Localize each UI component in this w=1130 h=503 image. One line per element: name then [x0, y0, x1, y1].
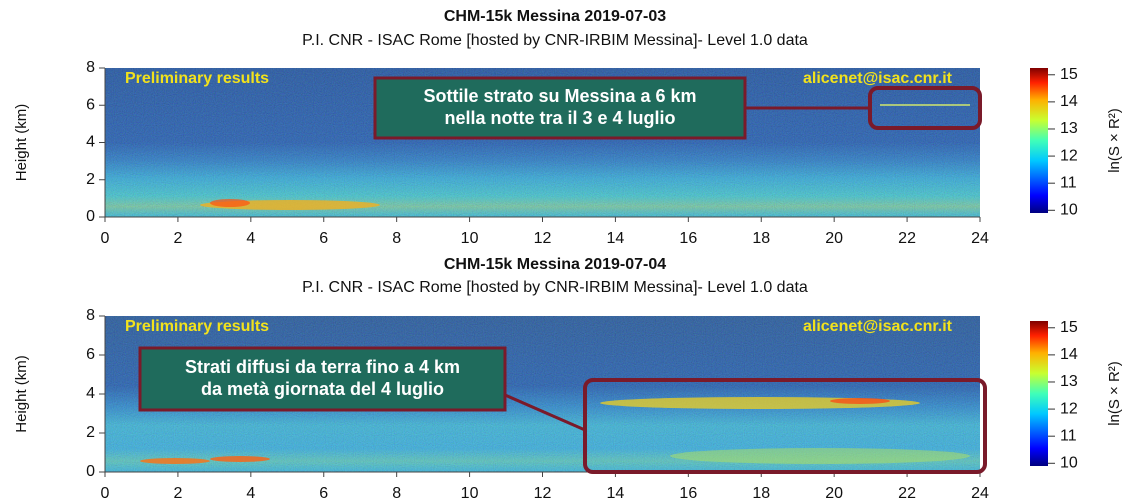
x-tick-label: 8 [392, 485, 401, 502]
y-tick-label: 8 [86, 59, 95, 76]
callout-connector [504, 393, 586, 432]
x-tick-label: 2 [173, 230, 182, 247]
x-tick-label: 22 [898, 230, 916, 247]
colorbar-tick-label: 12 [1060, 147, 1078, 164]
colorbar-tick-label: 10 [1060, 455, 1078, 472]
colorbar-label: ln(S × R²) [1106, 108, 1123, 173]
x-tick-label: 6 [319, 230, 328, 247]
x-tick-label: 24 [971, 230, 989, 247]
callout-text: da metà giornata del 4 luglio [201, 379, 444, 399]
annotation: alicenet@isac.cnr.it [803, 318, 953, 335]
x-tick-label: 0 [101, 485, 110, 502]
y-tick-label: 4 [86, 134, 95, 151]
annotation: alicenet@isac.cnr.it [803, 70, 953, 87]
annotation: Preliminary results [125, 70, 269, 87]
colorbar-tick-label: 15 [1060, 319, 1078, 336]
chart-subtitle: P.I. CNR - ISAC Rome [hosted by CNR-IRBI… [302, 32, 808, 49]
callout-text: Sottile strato su Messina a 6 km [423, 86, 696, 106]
x-tick-label: 12 [534, 230, 552, 247]
x-tick-label: 20 [825, 230, 843, 247]
y-axis-label: Height (km) [13, 104, 30, 182]
x-tick-label: 4 [246, 485, 255, 502]
x-tick-label: 14 [607, 485, 625, 502]
x-tick-label: 12 [534, 485, 552, 502]
annotation: Preliminary results [125, 318, 269, 335]
callout-box [373, 76, 747, 140]
y-tick-label: 6 [86, 346, 95, 363]
highlight-box [868, 86, 982, 130]
chart-subtitle: P.I. CNR - ISAC Rome [hosted by CNR-IRBI… [302, 279, 808, 296]
y-tick-label: 6 [86, 96, 95, 113]
colorbar-tick-label: 11 [1060, 427, 1077, 444]
x-tick-label: 20 [825, 485, 843, 502]
x-tick-label: 10 [461, 485, 479, 502]
colorbar-label: ln(S × R²) [1106, 361, 1123, 426]
y-tick-label: 2 [86, 171, 95, 188]
x-tick-label: 14 [607, 230, 625, 247]
chart-title: CHM-15k Messina 2019-07-04 [444, 256, 666, 273]
x-tick-label: 18 [752, 230, 770, 247]
x-tick-label: 16 [679, 230, 697, 247]
colorbar-2 [1030, 321, 1048, 466]
x-tick-label: 2 [173, 485, 182, 502]
x-tick-label: 8 [392, 230, 401, 247]
colorbar-1 [1030, 68, 1048, 213]
callout-text: nella notte tra il 3 e 4 luglio [444, 108, 675, 128]
x-tick-label: 24 [971, 485, 989, 502]
x-tick-label: 6 [319, 485, 328, 502]
colorbar-tick-label: 14 [1060, 93, 1078, 110]
x-tick-label: 0 [101, 230, 110, 247]
y-tick-label: 4 [86, 385, 95, 402]
colorbar-tick-label: 15 [1060, 66, 1078, 83]
colorbar-tick-label: 14 [1060, 346, 1078, 363]
colorbar-tick-label: 10 [1060, 202, 1078, 219]
x-tick-label: 18 [752, 485, 770, 502]
x-tick-label: 22 [898, 485, 916, 502]
highlight-box [583, 378, 987, 474]
x-tick-label: 4 [246, 230, 255, 247]
callout-box [138, 346, 507, 412]
y-tick-label: 0 [86, 463, 95, 480]
colorbar-tick-label: 12 [1060, 400, 1078, 417]
y-tick-label: 0 [86, 208, 95, 225]
colorbar-tick-label: 13 [1060, 373, 1078, 390]
y-tick-label: 8 [86, 307, 95, 324]
x-tick-label: 10 [461, 230, 479, 247]
callout-text: Strati diffusi da terra fino a 4 km [185, 357, 460, 377]
colorbar-tick-label: 13 [1060, 120, 1078, 137]
y-tick-label: 2 [86, 424, 95, 441]
colorbar-tick-label: 11 [1060, 174, 1077, 191]
x-tick-label: 16 [679, 485, 697, 502]
chart-title: CHM-15k Messina 2019-07-03 [444, 8, 666, 25]
y-axis-label: Height (km) [13, 355, 30, 433]
